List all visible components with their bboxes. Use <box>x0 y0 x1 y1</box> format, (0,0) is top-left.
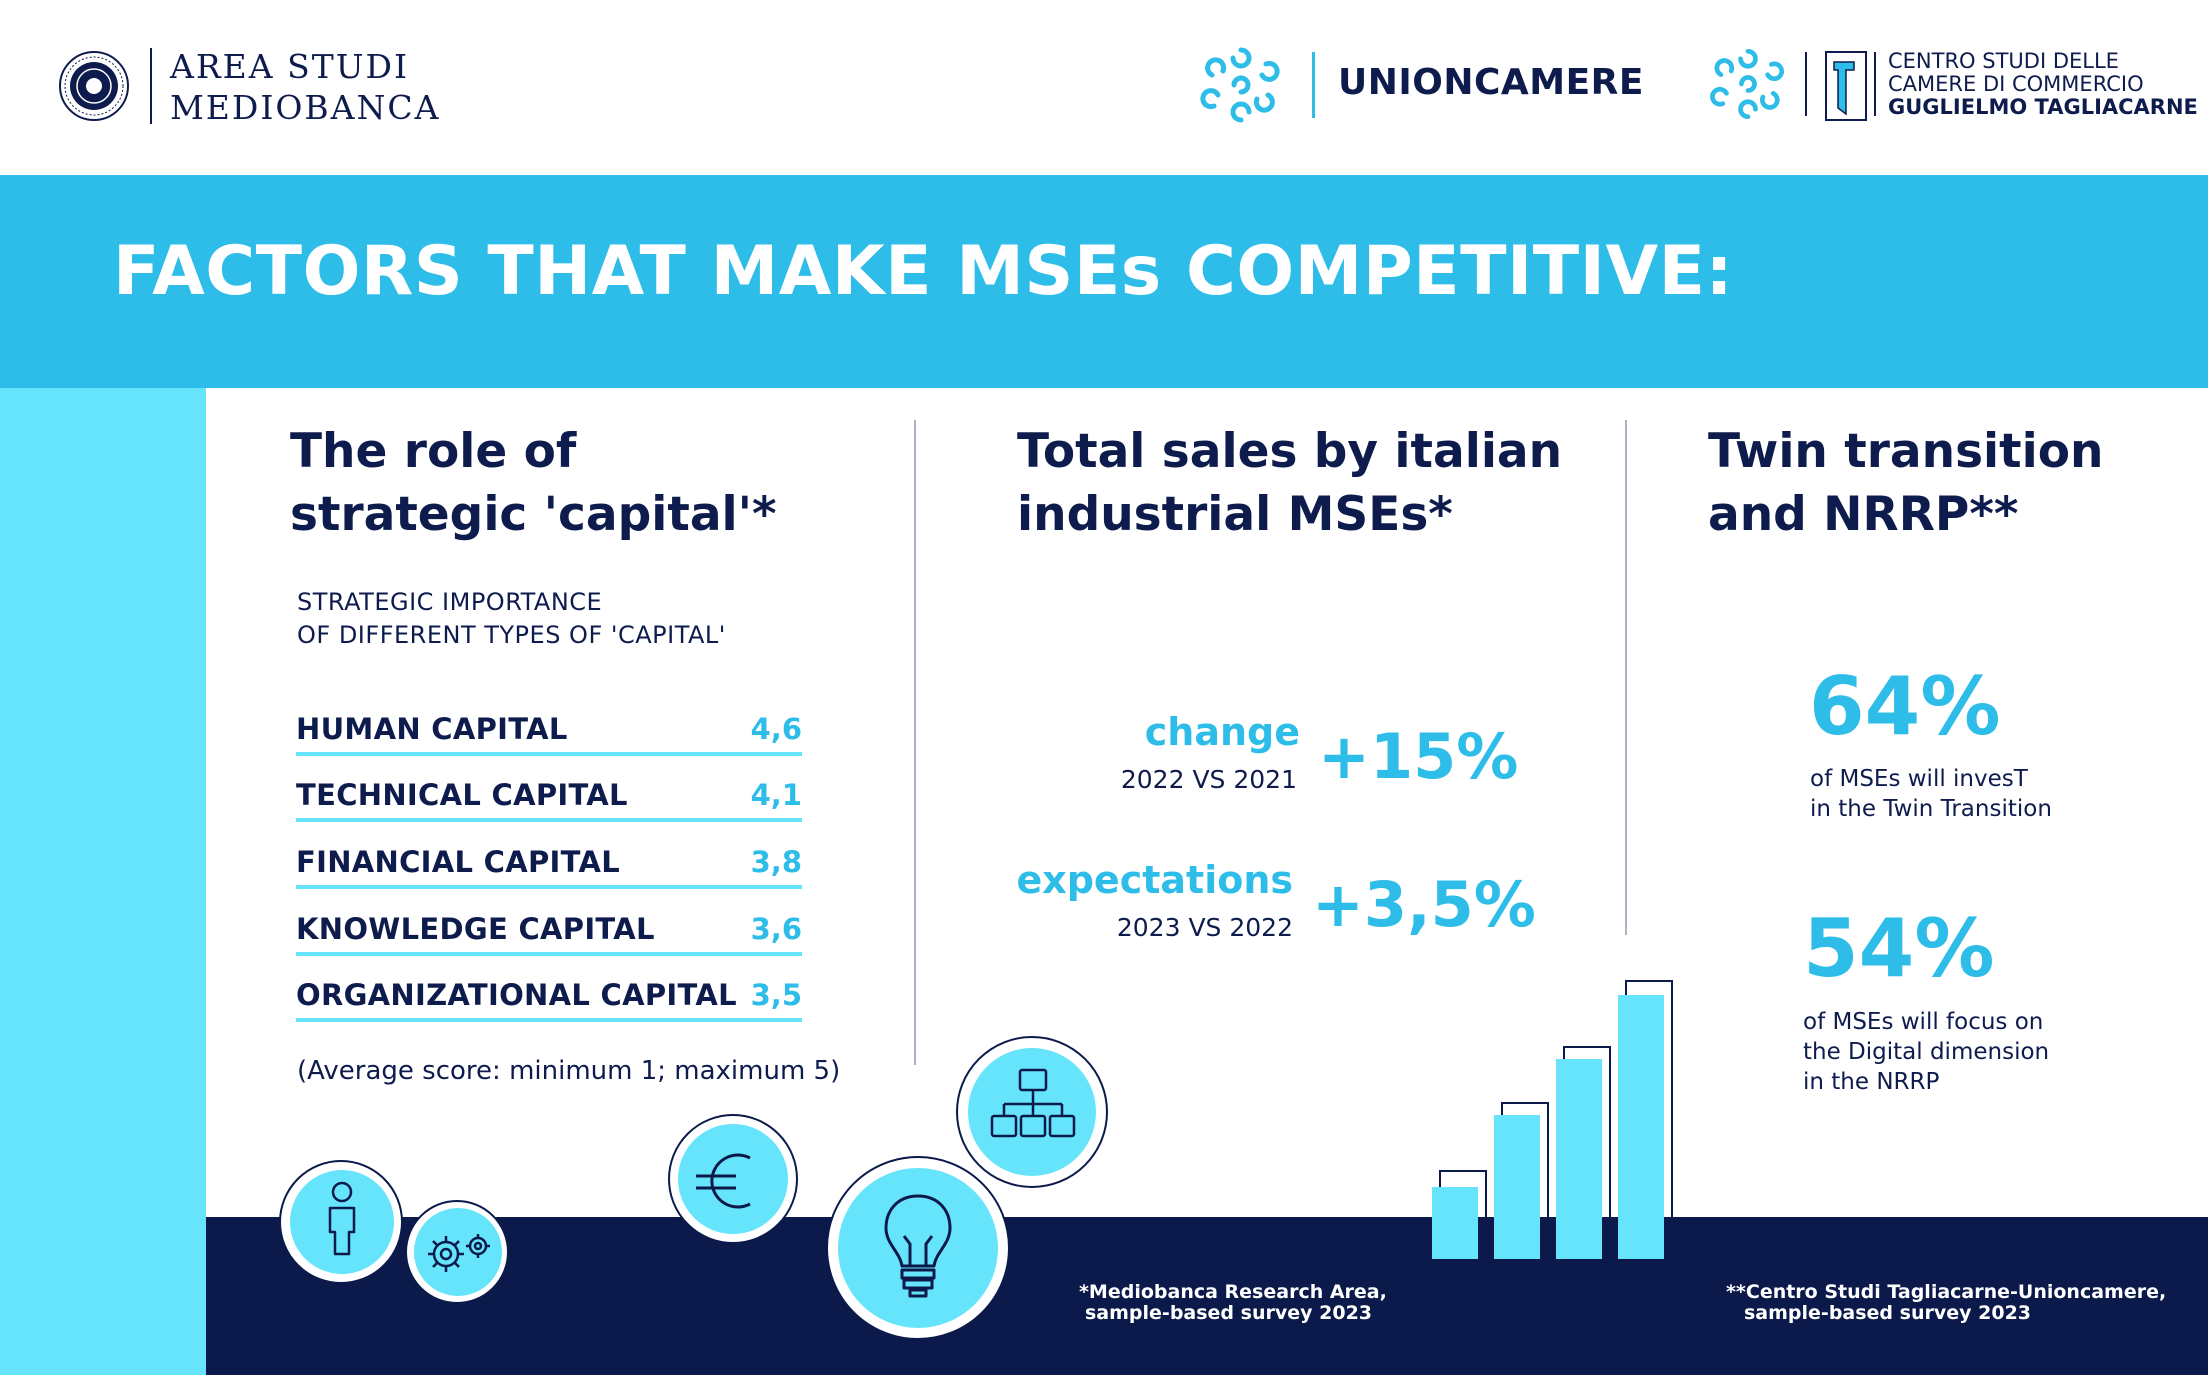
col1-title: The role of strategic 'capital'* <box>290 420 777 546</box>
digital-line3: in the NRRP <box>1803 1069 1940 1095</box>
bar-chart-illustration <box>1432 980 1673 1259</box>
org-chart-icon <box>990 1068 1076 1138</box>
euro-circle-fill <box>678 1124 788 1234</box>
footnote-mediobanca: *Mediobanca Research Area, sample-based … <box>1079 1282 1387 1324</box>
col3-title-line2: and NRRP** <box>1708 487 2019 542</box>
col1-subtitle: STRATEGIC IMPORTANCE OF DIFFERENT TYPES … <box>297 586 726 652</box>
footnote-2-line1: **Centro Studi Tagliacarne-Unioncamere, <box>1726 1281 2167 1303</box>
capital-row-financial: FINANCIAL CAPITAL 3,8 <box>296 833 802 899</box>
centro-line3: GUGLIELMO TAGLIACARNE <box>1888 95 2198 119</box>
col3-title: Twin transition and NRRP** <box>1708 420 2103 546</box>
bottom-band <box>206 1217 2208 1375</box>
col2-title-line1: Total sales by italian <box>1017 424 1563 479</box>
score-note: (Average score: minimum 1; maximum 5) <box>297 1056 841 1086</box>
digital-line1: of MSEs will focus on <box>1803 1009 2044 1035</box>
footnote-tagliacarne: **Centro Studi Tagliacarne-Unioncamere, … <box>1726 1282 2166 1324</box>
capital-underline <box>296 818 802 822</box>
centro-line2: CAMERE DI COMMERCIO <box>1888 72 2144 96</box>
header-divider-4 <box>1874 52 1876 116</box>
capital-score: 3,6 <box>750 912 802 946</box>
change-period: 2022 VS 2021 <box>1120 765 1297 794</box>
col1-title-line2: strategic 'capital'* <box>290 487 777 542</box>
mediobanca-seal-icon <box>59 51 129 121</box>
capital-row-knowledge: KNOWLEDGE CAPITAL 3,6 <box>296 900 802 966</box>
capital-row-technical: TECHNICAL CAPITAL 4,1 <box>296 766 802 832</box>
expectations-period: 2023 VS 2022 <box>1116 913 1293 942</box>
header-divider-1 <box>150 48 152 124</box>
column-divider-2 <box>1625 420 1627 935</box>
capital-score: 3,8 <box>750 845 802 879</box>
twin-transition-line2: in the Twin Transition <box>1810 796 2052 822</box>
header: AREA STUDI MEDIOBANCA UNIONCAMERE <box>0 0 2208 175</box>
col2-title: Total sales by italian industrial MSEs* <box>1017 420 1562 546</box>
capital-label: HUMAN CAPITAL <box>296 712 568 746</box>
unioncamere-flower-icon <box>1200 47 1280 123</box>
capital-label: KNOWLEDGE CAPITAL <box>296 912 655 946</box>
capital-score: 3,5 <box>750 978 802 1012</box>
twin-transition-line1: of MSEs will invesT <box>1810 766 2028 792</box>
capital-underline <box>296 752 802 756</box>
page-title: FACTORS THAT MAKE MSEs COMPETITIVE: <box>113 232 1734 311</box>
col1-title-line1: The role of <box>290 424 577 479</box>
person-icon <box>328 1181 356 1256</box>
mediobanca-line1: AREA STUDI <box>170 47 410 86</box>
left-accent-strip <box>0 388 206 1375</box>
digital-percent: 54% <box>1803 902 1995 995</box>
mediobanca-logo-text: AREA STUDI MEDIOBANCA <box>170 46 440 128</box>
col1-subtitle-line1: STRATEGIC IMPORTANCE <box>297 588 603 616</box>
capital-underline <box>296 885 802 889</box>
centro-studi-text: CENTRO STUDI DELLE CAMERE DI COMMERCIO G… <box>1888 50 2198 119</box>
unioncamere-logo-text: UNIONCAMERE <box>1338 62 1644 103</box>
capital-row-organizational: ORGANIZATIONAL CAPITAL 3,5 <box>296 966 802 1032</box>
capital-score: 4,6 <box>750 712 802 746</box>
change-value: +15% <box>1318 720 1519 793</box>
capital-label: TECHNICAL CAPITAL <box>296 778 628 812</box>
gears-icon <box>428 1234 490 1272</box>
capital-underline <box>296 952 802 956</box>
footnote-2-line2: sample-based survey 2023 <box>1744 1302 2032 1324</box>
capital-label: ORGANIZATIONAL CAPITAL <box>296 978 737 1012</box>
twin-transition-percent: 64% <box>1809 660 2001 753</box>
footnote-1-line1: *Mediobanca Research Area, <box>1079 1281 1387 1303</box>
lightbulb-icon <box>884 1194 952 1298</box>
capital-score: 4,1 <box>750 778 802 812</box>
capital-label: FINANCIAL CAPITAL <box>296 845 621 879</box>
header-divider-3 <box>1805 52 1807 116</box>
digital-line2: the Digital dimension <box>1803 1039 2050 1065</box>
header-divider-2 <box>1312 52 1315 118</box>
capital-underline <box>296 1018 802 1022</box>
change-label: change <box>1144 710 1300 754</box>
footnote-1-line2: sample-based survey 2023 <box>1085 1302 1373 1324</box>
euro-icon <box>696 1153 751 1209</box>
col1-subtitle-line2: OF DIFFERENT TYPES OF 'CAPITAL' <box>297 621 726 649</box>
digital-text: of MSEs will focus on the Digital dimens… <box>1803 1007 2049 1097</box>
tagliacarne-logo-icon <box>1825 51 1867 121</box>
expectations-value: +3,5% <box>1312 868 1536 941</box>
expectations-label: expectations <box>1016 858 1293 902</box>
title-banner <box>0 175 2208 388</box>
centro-studi-flower-icon <box>1710 49 1785 119</box>
person-circle-fill <box>290 1170 394 1274</box>
col3-title-line1: Twin transition <box>1708 424 2104 479</box>
mediobanca-line2: MEDIOBANCA <box>170 88 441 127</box>
centro-line1: CENTRO STUDI DELLE <box>1888 49 2119 73</box>
column-divider-1 <box>914 420 916 1065</box>
capital-row-human: HUMAN CAPITAL 4,6 <box>296 700 802 766</box>
twin-transition-text: of MSEs will invesT in the Twin Transiti… <box>1810 764 2052 824</box>
col2-title-line2: industrial MSEs* <box>1017 487 1453 542</box>
